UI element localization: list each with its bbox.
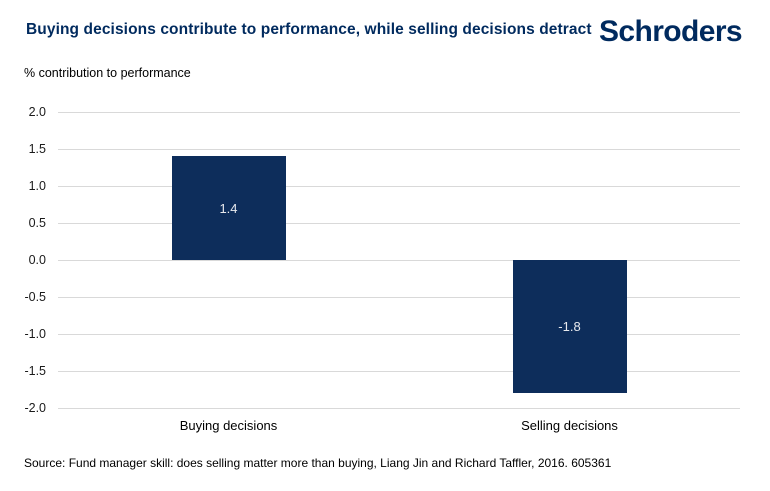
x-category-label: Selling decisions <box>521 418 618 433</box>
gridline <box>58 297 740 298</box>
x-axis-category-labels: Buying decisions Selling decisions <box>58 418 740 438</box>
bar-value-label: 1.4 <box>219 200 238 216</box>
bar-selling-decisions: -1.8 <box>512 260 627 394</box>
gridline <box>58 186 740 187</box>
source-note: Source: Fund manager skill: does selling… <box>24 456 612 470</box>
chart-title: Buying decisions contribute to performan… <box>26 21 592 38</box>
bar-value-label: -1.8 <box>558 319 581 335</box>
y-axis-unit-label: % contribution to performance <box>24 66 191 80</box>
gridline <box>58 149 740 150</box>
gridline <box>58 334 740 335</box>
y-axis-tick-labels: 2.0 1.5 1.0 0.5 0.0 -0.5 -1.0 -1.5 -2.0 <box>0 105 46 415</box>
gridline <box>58 408 740 409</box>
gridline <box>58 223 740 224</box>
plot-area: 1.4 -1.8 <box>58 112 740 409</box>
y-tick-label: 0.0 <box>28 253 46 267</box>
y-tick-label: 0.5 <box>28 216 46 230</box>
y-tick-label: -0.5 <box>24 290 46 304</box>
y-tick-label: -1.0 <box>24 327 46 341</box>
bar-buying-decisions: 1.4 <box>171 156 286 260</box>
gridline <box>58 371 740 372</box>
y-tick-label: -1.5 <box>24 364 46 378</box>
gridline <box>58 112 740 113</box>
y-tick-label: 1.0 <box>28 179 46 193</box>
y-tick-label: 2.0 <box>28 105 46 119</box>
gridline <box>58 260 740 261</box>
x-category-label: Buying decisions <box>179 418 278 433</box>
y-tick-label: 1.5 <box>28 142 46 156</box>
schroders-logo: Schroders <box>599 15 743 48</box>
y-tick-label: -2.0 <box>24 401 46 415</box>
